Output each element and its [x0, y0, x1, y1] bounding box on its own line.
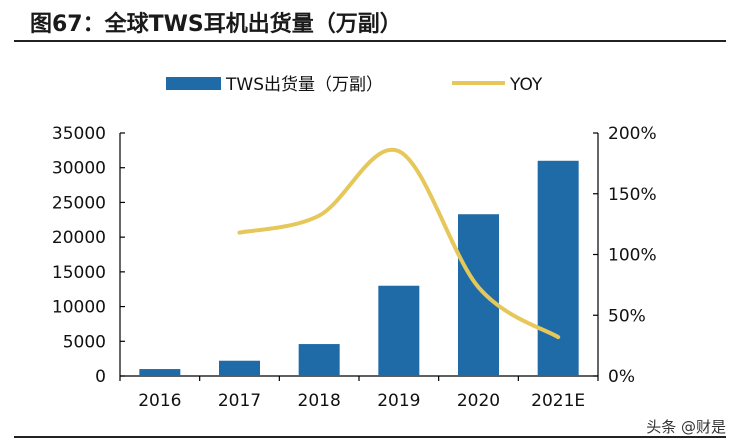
- bar-2019: [378, 285, 420, 376]
- bar-2018: [298, 344, 340, 376]
- x-tick-label: 2021E: [531, 391, 585, 411]
- watermark: 头条 @财是: [646, 418, 726, 436]
- right-tick-label: 150%: [608, 185, 657, 205]
- x-tick-label: 2017: [218, 391, 261, 411]
- right-tick-label: 0%: [608, 367, 635, 387]
- legend-line-label: YOY: [509, 75, 543, 95]
- right-tick-label: 50%: [608, 306, 646, 326]
- title-rule: [14, 40, 726, 42]
- left-tick-label: 20000: [52, 228, 106, 248]
- left-tick-label: 10000: [52, 298, 106, 318]
- bar-2017: [219, 360, 260, 376]
- left-tick-label: 30000: [52, 159, 106, 179]
- legend-bar-swatch: [166, 77, 221, 90]
- left-tick-label: 25000: [52, 193, 106, 213]
- bottom-rule: [14, 436, 726, 438]
- x-tick-label: 2020: [457, 391, 500, 411]
- legend-bar-label: TWS出货量（万副）: [225, 75, 383, 95]
- bar-2020: [458, 214, 499, 376]
- x-tick-label: 2019: [377, 391, 420, 411]
- left-tick-label: 0: [95, 367, 106, 387]
- right-tick-label: 100%: [608, 246, 657, 266]
- left-tick-label: 15000: [52, 263, 106, 283]
- chart-title: 图67：全球TWS耳机出货量（万副）: [30, 12, 402, 37]
- x-tick-label: 2016: [138, 391, 181, 411]
- x-tick-label: 2018: [298, 391, 341, 411]
- bar-2016: [139, 369, 181, 376]
- left-tick-label: 5000: [63, 332, 106, 352]
- left-tick-label: 35000: [52, 124, 106, 144]
- bar-2021E: [537, 160, 579, 376]
- right-tick-label: 200%: [608, 124, 657, 144]
